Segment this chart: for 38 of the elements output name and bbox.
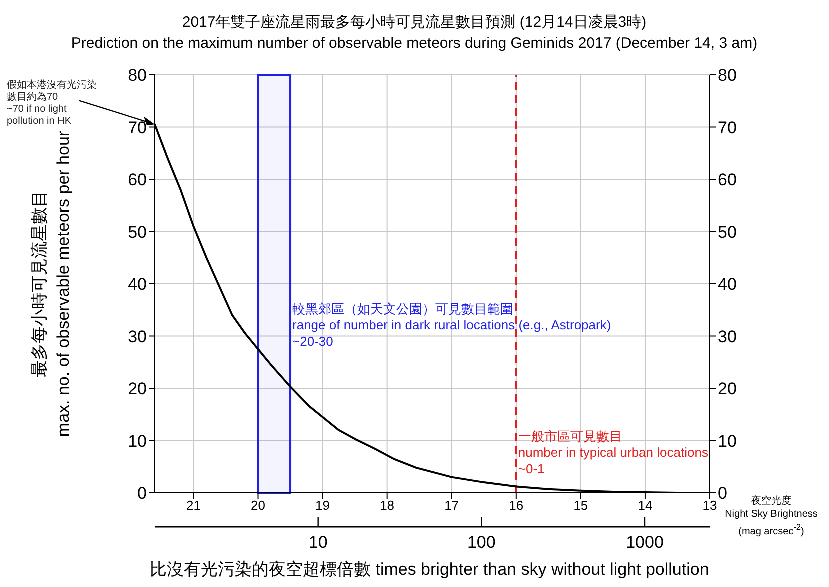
x-tick-label: 17 xyxy=(444,498,460,514)
y-tick-label: 20 xyxy=(128,380,147,399)
x2-tick-label: 100 xyxy=(467,533,496,552)
x-tick-label: 13 xyxy=(702,498,718,514)
x-axis-title: 夜空光度 Night Sky Brightness (mag arcsec$^{-2}$) xyxy=(725,496,818,538)
y-tick-label: 10 xyxy=(128,432,147,451)
y-tick-label: 0 xyxy=(138,484,147,504)
ref-line-label: 一般市區可見數目 number in typical urban locations ~0-1 xyxy=(518,428,709,476)
y-tick-label: 80 xyxy=(128,66,147,86)
y-tick-label: 70 xyxy=(128,118,147,138)
y2-tick-label: 60 xyxy=(718,170,737,190)
y2-tick-label: 30 xyxy=(718,327,737,346)
chart-subtitle: Prediction on the maximum number of observable meteors during Geminids 2017 (December 14, 3 am) xyxy=(70,34,759,54)
y2-tick-label: 20 xyxy=(718,380,737,399)
x2-axis-title: 比沒有光污染的夜空超標倍數 times brighter than sky without light pollution xyxy=(150,559,710,581)
annotation: 假如本港沒有光污染數目約為70 ~70 if no light pollution in HK xyxy=(7,80,98,128)
x-tick-label: 14 xyxy=(638,498,653,514)
y-axis-title: 最多每小時可見流星數目 max. no. of observable meteors per hour xyxy=(30,130,73,438)
x-tick-label: 19 xyxy=(316,498,330,514)
y-tick-label: 50 xyxy=(128,222,147,242)
x-tick-label: 16 xyxy=(509,498,524,514)
x-tick-label: 20 xyxy=(251,498,266,514)
x-tick-label: 21 xyxy=(186,498,201,514)
y-tick-label: 30 xyxy=(128,327,147,346)
x2-tick-label: 1000 xyxy=(626,533,664,552)
x-tick-label: 18 xyxy=(380,498,395,514)
chart-title: 2017年雙子座流星雨最多每小時可見流星數目預測 (12月14日凌晨3時) xyxy=(181,13,648,33)
y2-tick-label: 50 xyxy=(718,222,737,242)
y-tick-label: 40 xyxy=(128,275,147,294)
y2-tick-label: 70 xyxy=(718,118,737,138)
x-tick-label: 15 xyxy=(574,498,588,514)
y2-tick-label: 0 xyxy=(718,484,728,504)
y2-tick-label: 40 xyxy=(718,275,737,294)
x2-tick-label: 10 xyxy=(308,533,328,552)
y2-tick-label: 10 xyxy=(718,432,737,451)
band-label: 較黑郊區（如天文公園）可見數目範圍 range of number in dark rural locations (e.g., Astropark) ~20-30 xyxy=(292,301,612,349)
y2-tick-label: 80 xyxy=(718,66,737,86)
y-tick-label: 60 xyxy=(128,170,147,190)
